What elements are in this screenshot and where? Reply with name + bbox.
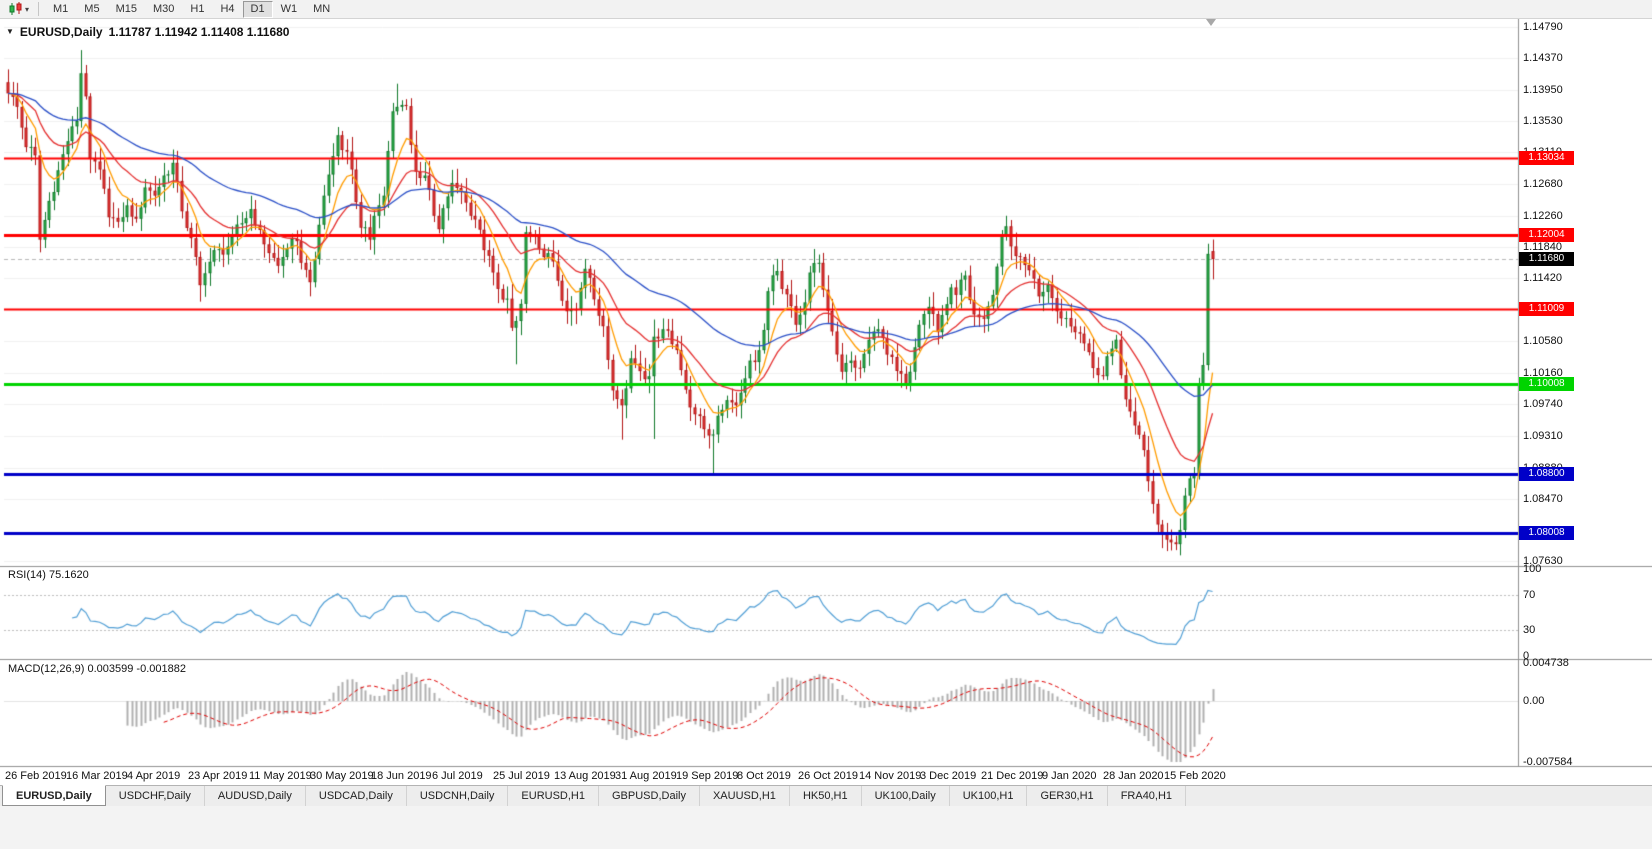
price-level-label: 1.13034 <box>1519 151 1574 166</box>
chart-title: ▼ EURUSD,Daily 1.11787 1.11942 1.11408 1… <box>6 25 289 39</box>
macd-indicator-label: MACD(12,26,9) 0.003599 -0.001882 <box>8 663 186 675</box>
chart-tab-usdcnh-daily[interactable]: USDCNH,Daily <box>407 786 509 806</box>
price-tick: 1.12260 <box>1523 209 1563 222</box>
price-chart-canvas[interactable] <box>0 19 1652 785</box>
rsi-axis-tick: 100 <box>1523 563 1542 575</box>
price-level-label: 1.11009 <box>1519 302 1574 317</box>
chart-tab-usdchf-daily[interactable]: USDCHF,Daily <box>106 786 205 806</box>
price-tick: 1.07630 <box>1523 555 1563 568</box>
date-label: 30 May 2019 <box>310 770 374 782</box>
date-label: 15 Feb 2020 <box>1164 770 1226 782</box>
date-label: 14 Nov 2019 <box>859 770 922 782</box>
chart-tab-audusd-daily[interactable]: AUDUSD,Daily <box>205 786 306 806</box>
price-level-label: 1.08008 <box>1519 526 1574 541</box>
date-label: 23 Apr 2019 <box>188 770 248 782</box>
date-label: 21 Dec 2019 <box>981 770 1044 782</box>
chart-tab-ger30-h1[interactable]: GER30,H1 <box>1027 786 1108 806</box>
timeframe-button-m15[interactable]: M15 <box>115 2 137 15</box>
chevron-down-icon: ▾ <box>25 4 30 14</box>
timeframe-toolbar: ▾ M1 M5 M15 M30 H1 H4 D1 W1 MN <box>0 0 1652 19</box>
status-strip <box>0 806 1652 849</box>
timeframe-buttons: M1 M5 M15 M30 H1 H4 D1 W1 MN <box>45 0 338 18</box>
chart-tab-eurusd-h1[interactable]: EURUSD,H1 <box>508 786 599 806</box>
chart-area: ▼ EURUSD,Daily 1.11787 1.11942 1.11408 1… <box>0 19 1652 785</box>
date-label: 26 Feb 2019 <box>5 770 67 782</box>
date-label: 9 Jan 2020 <box>1042 770 1097 782</box>
price-tick: 1.08470 <box>1523 492 1563 505</box>
timeframe-button-m5[interactable]: M5 <box>84 2 100 15</box>
date-label: 28 Jan 2020 <box>1103 770 1164 782</box>
price-tick: 1.11420 <box>1523 272 1562 285</box>
price-tick: 1.09740 <box>1523 397 1563 410</box>
rsi-axis-tick: 30 <box>1523 623 1536 636</box>
timeframe-button-h4[interactable]: H4 <box>220 2 235 15</box>
price-tick: 1.10580 <box>1523 335 1563 348</box>
timeframe-button-mn[interactable]: MN <box>313 2 331 15</box>
chart-tab-uk100-daily[interactable]: UK100,Daily <box>862 786 950 806</box>
chart-tab-usdcad-daily[interactable]: USDCAD,Daily <box>306 786 407 806</box>
price-level-label: 1.12004 <box>1519 227 1574 242</box>
date-label: 3 Dec 2019 <box>920 770 977 782</box>
chart-tab-xauusd-h1[interactable]: XAUUSD,H1 <box>700 786 790 806</box>
price-level-label: 1.10008 <box>1519 376 1574 391</box>
date-label: 4 Apr 2019 <box>127 770 181 782</box>
price-tick: 1.13950 <box>1523 83 1563 96</box>
date-label: 16 Mar 2019 <box>66 770 128 782</box>
current-price-label: 1.11680 <box>1519 252 1574 267</box>
date-label: 8 Oct 2019 <box>737 770 791 782</box>
date-label: 18 Jun 2019 <box>371 770 432 782</box>
triangle-down-icon[interactable]: ▼ <box>6 26 14 36</box>
chart-tab-gbpusd-daily[interactable]: GBPUSD,Daily <box>599 786 700 806</box>
date-label: 13 Aug 2019 <box>554 770 616 782</box>
date-label: 25 Jul 2019 <box>493 770 550 782</box>
timeframe-button-w1[interactable]: W1 <box>280 2 298 15</box>
macd-axis-tick: 0.004738 <box>1523 657 1569 669</box>
chart-tab-hk50-h1[interactable]: HK50,H1 <box>790 786 862 806</box>
candlestick-chart-icon <box>9 2 22 15</box>
timeframe-button-m30[interactable]: M30 <box>152 2 175 15</box>
price-tick: 1.14370 <box>1523 52 1563 65</box>
date-label: 19 Sep 2019 <box>676 770 739 782</box>
timeframe-button-m1[interactable]: M1 <box>53 2 69 15</box>
rsi-axis-tick: 0 <box>1523 650 1530 662</box>
price-level-label: 1.08800 <box>1519 467 1574 481</box>
date-label: 11 May 2019 <box>249 770 312 782</box>
chart-ohlc-values: 1.11787 1.11942 1.11408 1.11680 <box>108 25 290 39</box>
price-tick: 1.10160 <box>1523 366 1563 379</box>
price-tick: 1.13530 <box>1523 115 1563 127</box>
macd-axis-tick: -0.007584 <box>1523 756 1573 768</box>
timeframe-button-h1[interactable]: H1 <box>190 2 205 15</box>
chart-tab-uk100-h1[interactable]: UK100,H1 <box>950 786 1028 806</box>
chart-type-button[interactable]: ▾ <box>5 1 32 17</box>
chart-tab-bar: EURUSD,Daily USDCHF,Daily AUDUSD,Daily USDC… <box>0 785 1652 806</box>
date-label: 31 Aug 2019 <box>615 770 677 782</box>
chart-shift-marker[interactable] <box>1206 19 1216 26</box>
rsi-axis-tick: 70 <box>1523 589 1536 602</box>
timeframe-button-d1[interactable]: D1 <box>242 0 273 18</box>
price-tick: 1.14790 <box>1523 20 1563 33</box>
date-label: 26 Oct 2019 <box>798 770 858 782</box>
toolbar-separator <box>38 2 40 16</box>
chart-tab-eurusd-daily[interactable]: EURUSD,Daily <box>2 785 106 806</box>
price-tick: 1.12680 <box>1523 178 1563 191</box>
rsi-indicator-label: RSI(14) 75.1620 <box>8 569 89 581</box>
chart-tab-fra40-h1[interactable]: FRA40,H1 <box>1108 786 1187 806</box>
macd-axis-tick: 0.00 <box>1523 695 1545 708</box>
date-label: 6 Jul 2019 <box>432 770 483 782</box>
price-tick: 1.09310 <box>1523 429 1563 442</box>
price-tick: 1.11840 <box>1523 241 1562 254</box>
chart-symbol-label: EURUSD,Daily <box>19 25 103 39</box>
